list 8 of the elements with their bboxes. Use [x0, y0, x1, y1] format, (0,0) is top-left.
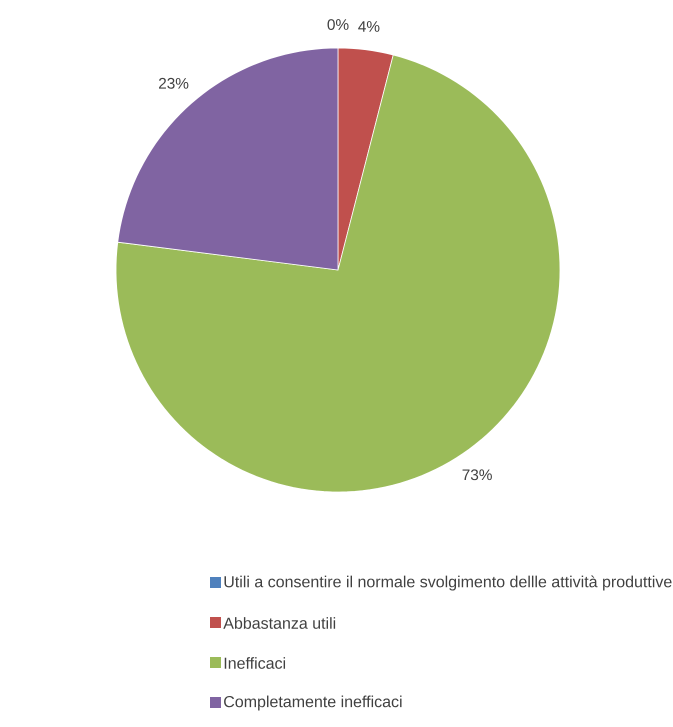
legend-label: Utili a consentire il normale svolgimento dellle attività produttive	[224, 575, 672, 591]
text: 0%	[328, 19, 349, 30]
data-label: 4%	[358, 21, 380, 32]
data-label: 73%	[462, 469, 492, 480]
data-label: 23%	[158, 78, 188, 89]
legend-label: Abbastanza utili	[223, 617, 336, 629]
legend-label: Completamente inefficaci	[224, 696, 402, 710]
legend-label: Inefficaci	[224, 657, 286, 669]
